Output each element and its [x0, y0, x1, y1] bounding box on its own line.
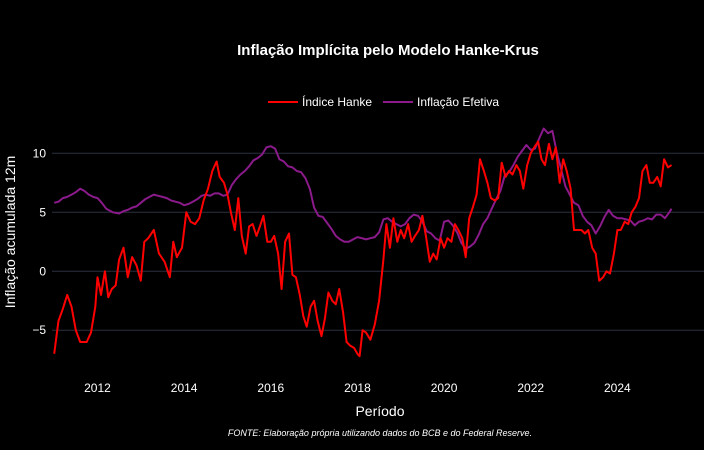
- source-note: FONTE: Elaboração própria utilizando dad…: [228, 428, 532, 438]
- y-tick-label: 5: [39, 205, 46, 219]
- y-tick-label: 10: [33, 146, 47, 160]
- x-axis-ticks: 2012 2014 2016 2018 2020 2022 2024: [84, 381, 631, 395]
- x-tick-label: 2018: [344, 381, 371, 395]
- y-tick-label: 0: [39, 264, 46, 278]
- legend-label-indice-hanke: Índice Hanke: [302, 94, 372, 109]
- x-axis-title: Período: [355, 403, 404, 419]
- gridlines: [52, 152, 704, 331]
- x-tick-label: 2016: [257, 381, 284, 395]
- series-lines: [53, 127, 673, 358]
- legend: Índice Hanke Inflação Efetiva: [268, 94, 499, 109]
- series-line-indice-hanke: [53, 140, 673, 358]
- y-axis-title: Inflação acumulada 12m: [2, 156, 18, 309]
- x-tick-label: 2012: [84, 381, 111, 395]
- y-axis-ticks: −5 0 5 10: [32, 146, 46, 337]
- x-tick-label: 2020: [431, 381, 458, 395]
- x-tick-label: 2024: [604, 381, 631, 395]
- chart-title: Inflação Implícita pelo Modelo Hanke-Kru…: [237, 42, 539, 59]
- y-tick-label: −5: [32, 323, 46, 337]
- x-tick-label: 2014: [171, 381, 198, 395]
- x-tick-label: 2022: [517, 381, 544, 395]
- legend-label-inflacao-efetiva: Inflação Efetiva: [417, 95, 499, 109]
